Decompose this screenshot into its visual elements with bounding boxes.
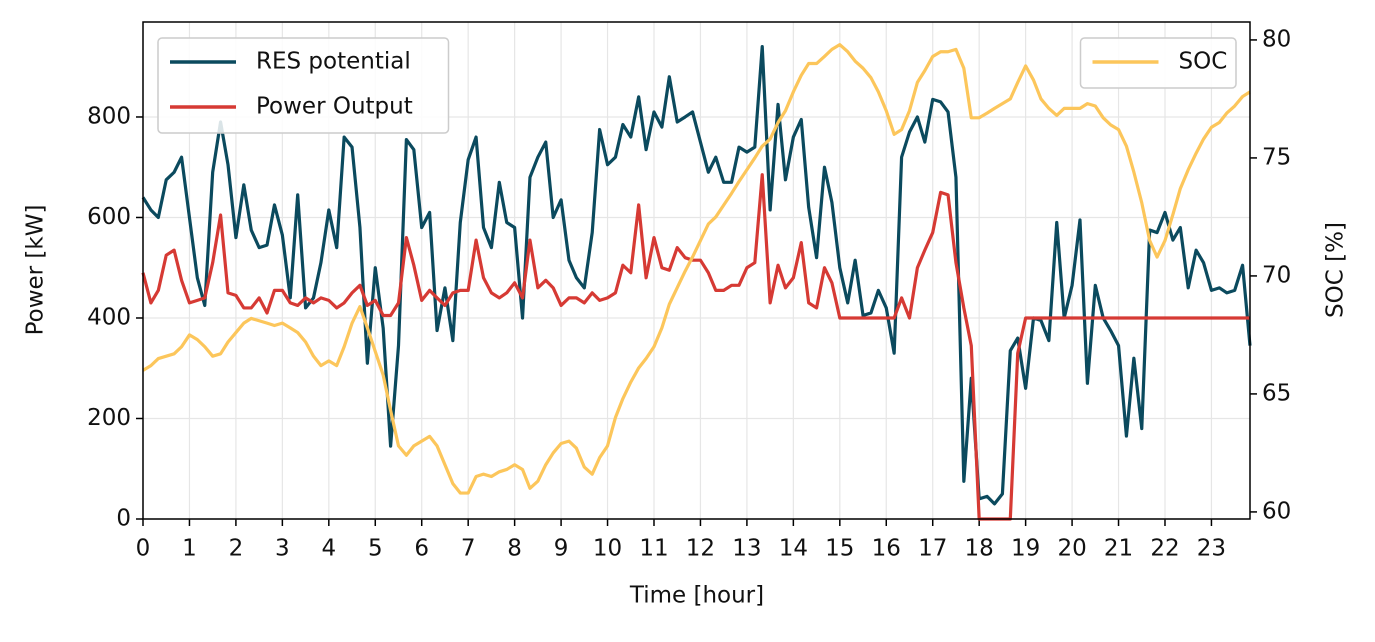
x-tick-label: 22: [1150, 536, 1179, 562]
y2-tick-label: 75: [1262, 144, 1291, 170]
y2-tick-label: 70: [1262, 262, 1291, 288]
y-axis-label: Power [kW]: [23, 205, 49, 336]
y2-tick-label: 65: [1262, 380, 1291, 406]
series-line: [141, 173, 1250, 521]
x-tick-label: 12: [686, 536, 715, 562]
plot-frame: [142, 21, 1251, 520]
series-line: [142, 43, 1251, 495]
x-tick-label: 20: [1057, 536, 1086, 562]
x-tick-label: 14: [779, 536, 808, 562]
x-tick-label: 23: [1197, 536, 1226, 562]
x-tick-label: 19: [1011, 536, 1040, 562]
x-tick-label: 9: [554, 536, 569, 562]
y2-axis-label: SOC [%]: [1323, 222, 1349, 318]
y2-tick-label: 80: [1262, 26, 1291, 52]
series-line: [141, 45, 1252, 506]
y-tick-label: 400: [87, 304, 131, 330]
x-tick-label: 4: [321, 536, 336, 562]
x-tick-label: 1: [182, 536, 197, 562]
x-tick-label: 13: [732, 536, 761, 562]
x-tick-label: 11: [639, 536, 668, 562]
x-tick-label: 6: [414, 536, 429, 562]
x-tick-label: 10: [593, 536, 622, 562]
y-tick-label: 600: [87, 204, 131, 230]
x-tick-label: 2: [229, 536, 244, 562]
y2-tick-label: 60: [1262, 498, 1291, 524]
x-tick-label: 7: [461, 536, 476, 562]
legend-label: SOC: [1179, 49, 1228, 75]
x-tick-label: 15: [825, 536, 854, 562]
legend: RES potential Power Output: [157, 37, 450, 134]
x-tick-label: 21: [1104, 536, 1133, 562]
legend-label: Power Output: [256, 94, 413, 120]
legend-label: RES potential: [256, 49, 411, 75]
x-tick-label: 16: [872, 536, 901, 562]
x-tick-label: 3: [275, 536, 290, 562]
x-axis-label: Time [hour]: [629, 583, 764, 609]
x-tick-label: 17: [918, 536, 947, 562]
x-tick-label: 8: [507, 536, 522, 562]
x-tick-label: 0: [136, 536, 151, 562]
y-tick-label: 800: [87, 103, 131, 129]
legend: SOC: [1079, 37, 1237, 89]
x-tick-label: 5: [368, 536, 383, 562]
y-tick-label: 0: [116, 506, 131, 532]
x-tick-label: 18: [965, 536, 994, 562]
y-tick-label: 200: [87, 405, 131, 431]
